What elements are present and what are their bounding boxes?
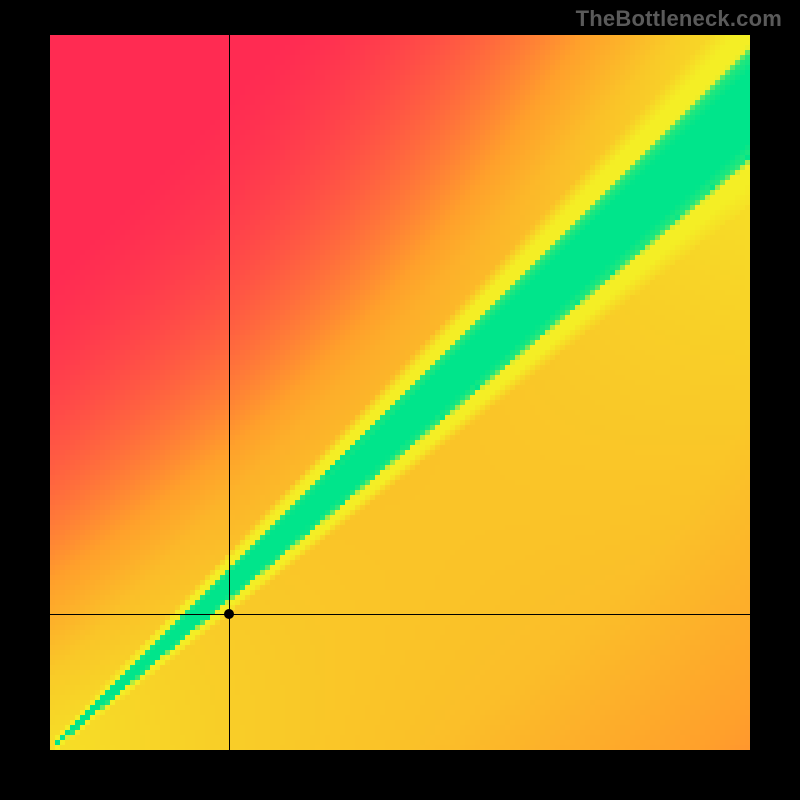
watermark-text: TheBottleneck.com [576,6,782,32]
crosshair-marker [224,609,234,619]
crosshair-vertical [229,35,230,750]
heatmap-canvas [50,35,750,750]
heatmap-plot [50,35,750,750]
crosshair-horizontal [50,614,750,615]
